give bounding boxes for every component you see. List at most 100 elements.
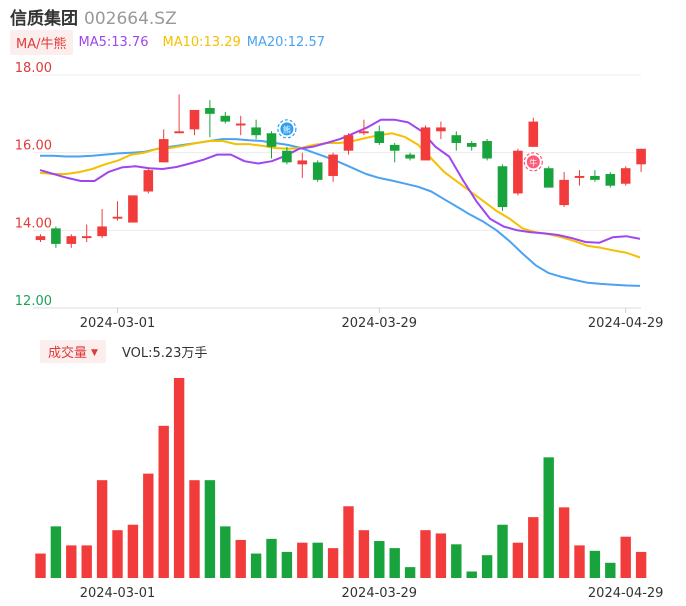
volume-bar — [235, 539, 246, 578]
candle-body — [51, 228, 61, 244]
volume-bar — [589, 550, 601, 578]
candle-body — [405, 154, 415, 159]
candle-body — [143, 170, 154, 192]
volume-bar — [635, 551, 647, 578]
candle-body — [266, 133, 277, 147]
volume-bar — [281, 551, 293, 578]
candle-body — [158, 139, 169, 163]
volume-bar — [512, 542, 524, 578]
marker-disc — [280, 122, 294, 136]
candle-body — [559, 179, 569, 206]
volume-bar — [266, 538, 277, 578]
volume-legend: 成交量 ▼ VOL:5.23万手 — [40, 339, 208, 363]
candle-body — [205, 108, 215, 114]
volume-bar — [435, 533, 447, 578]
y-tick-label: 12.00 — [15, 294, 52, 309]
candle-body — [543, 168, 554, 188]
candle-body — [574, 175, 585, 178]
y-tick-label: 18.00 — [15, 61, 52, 76]
volume-x-tick-label: 2024-03-29 — [342, 586, 418, 601]
candle-body — [297, 160, 308, 165]
marker-label: 牛 — [529, 157, 537, 167]
ma10-legend: MA10:13.29 — [162, 34, 241, 50]
volume-bar — [343, 506, 354, 578]
volume-bar — [81, 545, 92, 578]
volume-indicator-label: 成交量 — [48, 345, 88, 361]
volume-bar — [220, 526, 231, 578]
marker-label: 熊 — [283, 124, 291, 134]
volume-bar — [497, 524, 508, 578]
candle-body — [343, 135, 354, 151]
candle-body — [312, 162, 323, 180]
volume-bar — [558, 507, 570, 578]
candle-body — [436, 127, 446, 132]
volume-bar — [528, 517, 539, 578]
volume-bar — [66, 545, 77, 578]
volume-bar — [297, 542, 308, 578]
candle-body — [620, 168, 631, 184]
ma5-legend: MA5:13.76 — [78, 34, 149, 50]
ma-legend: MA/牛熊 MA5:13.76 MA10:13.29 MA20:12.57 — [10, 29, 325, 55]
volume-bar — [327, 548, 339, 578]
price-panel: 18.00 16.00 14.00 12.00 2024-03-01 2024-03-29… — [15, 61, 664, 331]
volume-bar — [374, 541, 385, 578]
volume-bar — [312, 542, 323, 578]
candle-body — [97, 226, 107, 237]
volume-bar — [250, 553, 262, 578]
y-tick-label: 14.00 — [15, 216, 52, 231]
volume-bar — [173, 378, 185, 578]
volume-bar — [35, 553, 46, 578]
candle-body — [636, 148, 646, 165]
volume-bar — [112, 530, 123, 578]
bull-icon: 牛 — [523, 152, 543, 172]
volume-bar — [481, 555, 493, 578]
candle-body — [528, 121, 539, 147]
volume-bar — [127, 524, 139, 578]
volume-bar — [420, 530, 431, 578]
volume-bar — [574, 545, 585, 578]
volume-bar — [466, 571, 477, 578]
candle-body — [420, 127, 431, 161]
volume-bar — [543, 457, 554, 578]
candle-body — [605, 174, 616, 186]
candle-body — [590, 175, 600, 180]
candle-body — [189, 109, 200, 130]
volume-bar — [620, 536, 631, 578]
volume-bar — [158, 425, 169, 578]
header: 信质集团 002664.SZ — [10, 4, 177, 30]
volume-bar — [50, 526, 62, 578]
volume-bar — [204, 480, 216, 578]
x-tick-label: 2024-03-01 — [80, 316, 156, 331]
volume-indicator-dropdown[interactable]: 成交量 ▼ — [40, 339, 106, 363]
volume-bar — [143, 473, 154, 578]
caret-down-icon: ▼ — [91, 347, 98, 358]
candle-body — [497, 166, 508, 208]
x-tick-label: 2024-04-29 — [588, 316, 664, 331]
volume-bar — [96, 480, 108, 578]
volume-bar — [189, 480, 200, 578]
x-tick-label: 2024-03-29 — [342, 316, 418, 331]
volume-bar — [451, 544, 462, 578]
volume-value: VOL:5.23万手 — [121, 345, 208, 361]
ma-indicator-tag[interactable]: MA/牛熊 — [10, 29, 73, 55]
volume-bar — [605, 562, 616, 578]
candle-body — [282, 150, 292, 163]
y-tick-label: 16.00 — [15, 139, 52, 154]
candle-body — [35, 236, 46, 241]
candle-body — [482, 141, 492, 159]
candle-body — [374, 131, 385, 143]
candle-body — [128, 195, 138, 223]
volume-x-tick-label: 2024-03-01 — [80, 586, 156, 601]
volume-bar — [389, 548, 400, 578]
candle-body — [359, 131, 369, 134]
volume-bar — [404, 567, 416, 578]
stock-code: 002664.SZ — [84, 9, 177, 29]
candle-body — [174, 131, 184, 134]
candle-body — [466, 142, 477, 147]
candle-body — [328, 154, 338, 176]
ma20-line — [40, 138, 641, 287]
stock-name: 信质集团 — [10, 9, 78, 29]
candle-body — [251, 127, 261, 136]
candle-body — [220, 115, 231, 122]
